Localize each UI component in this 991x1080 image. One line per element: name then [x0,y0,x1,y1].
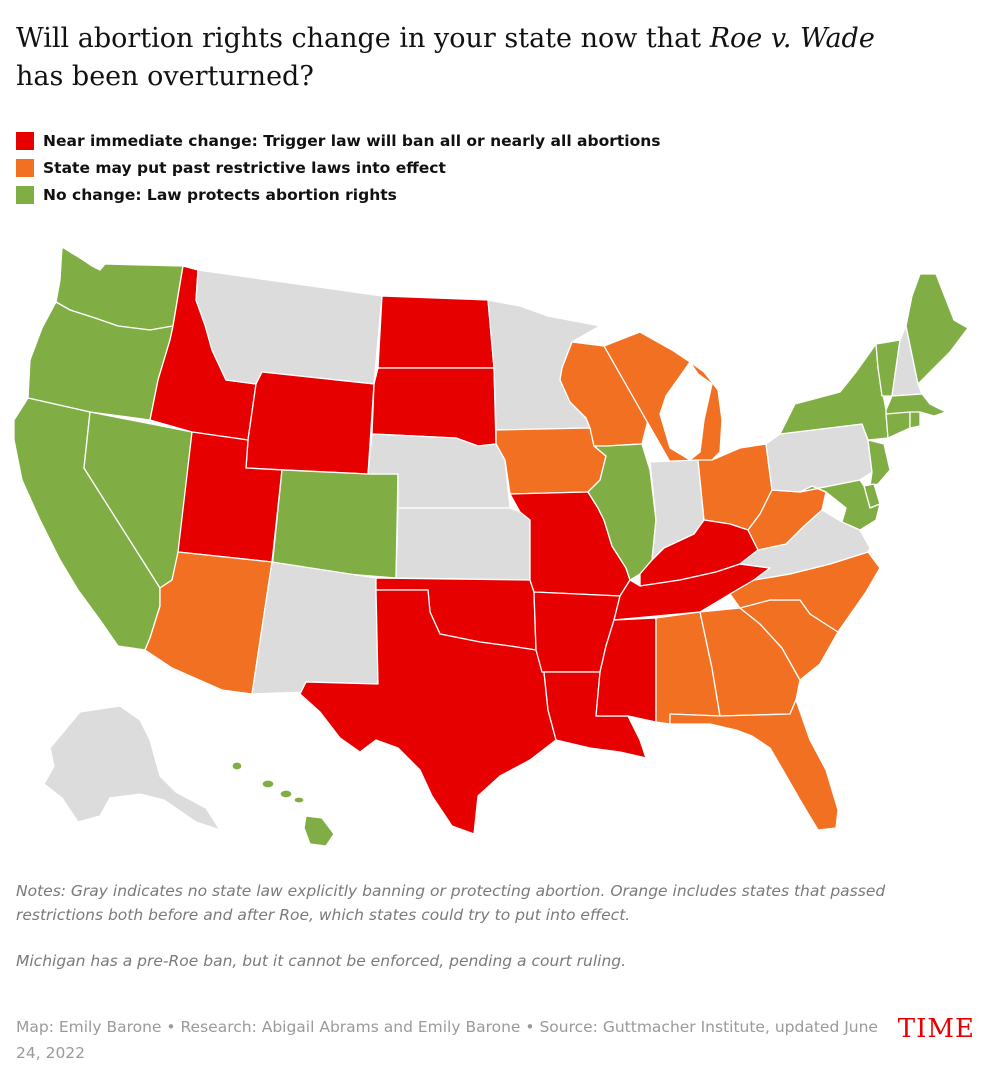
us-state-map [13,246,969,847]
state-nh[interactable] [891,325,923,397]
map-title: Will abortion rights change in your stat… [16,20,976,96]
state-hi[interactable] [231,761,335,847]
state-nd[interactable] [377,295,495,369]
state-md[interactable] [799,479,881,531]
state-ak[interactable] [43,705,221,831]
legend-swatch-protect [16,185,34,204]
state-wy[interactable] [245,371,375,475]
state-ri[interactable] [909,411,921,429]
state-ms[interactable] [595,617,657,723]
legend: Near immediate change: Trigger law will … [16,127,661,208]
legend-item-protect: No change: Law protects abortion rights [16,181,661,208]
state-mt[interactable] [195,269,383,385]
legend-item-restrict: State may put past restrictive laws into… [16,154,661,181]
state-nj[interactable] [867,439,891,487]
title-text-end: has been overturned? [16,61,314,92]
notes: Notes: Gray indicates no state law expli… [16,879,976,973]
state-ks[interactable] [395,507,531,581]
state-nm[interactable] [251,561,379,695]
legend-label: State may put past restrictive laws into… [43,158,446,177]
title-italic: Roe v. Wade [709,23,875,54]
source-credit: Map: Emily Barone • Research: Abigail Ab… [16,1018,878,1062]
legend-item-ban: Near immediate change: Trigger law will … [16,127,661,154]
state-tx[interactable] [299,589,557,835]
state-me[interactable] [905,273,969,385]
state-co[interactable] [271,469,399,579]
state-ny[interactable] [779,343,889,441]
state-fl[interactable] [669,699,839,831]
state-il[interactable] [587,443,657,581]
legend-swatch-restrict [16,158,34,177]
state-ia[interactable] [495,427,607,495]
legend-label: Near immediate change: Trigger law will … [43,131,661,150]
state-ct[interactable] [885,411,911,439]
legend-label: No change: Law protects abortion rights [43,185,397,204]
state-mi[interactable] [603,331,723,463]
note-text: Notes: Gray indicates no state law expli… [16,882,886,924]
title-text: Will abortion rights change in your stat… [16,23,710,54]
time-logo: TIME [897,1014,975,1044]
legend-swatch-ban [16,131,34,150]
note-text: Michigan has a pre-Roe ban, but it canno… [16,952,627,970]
state-ne[interactable] [367,433,511,509]
